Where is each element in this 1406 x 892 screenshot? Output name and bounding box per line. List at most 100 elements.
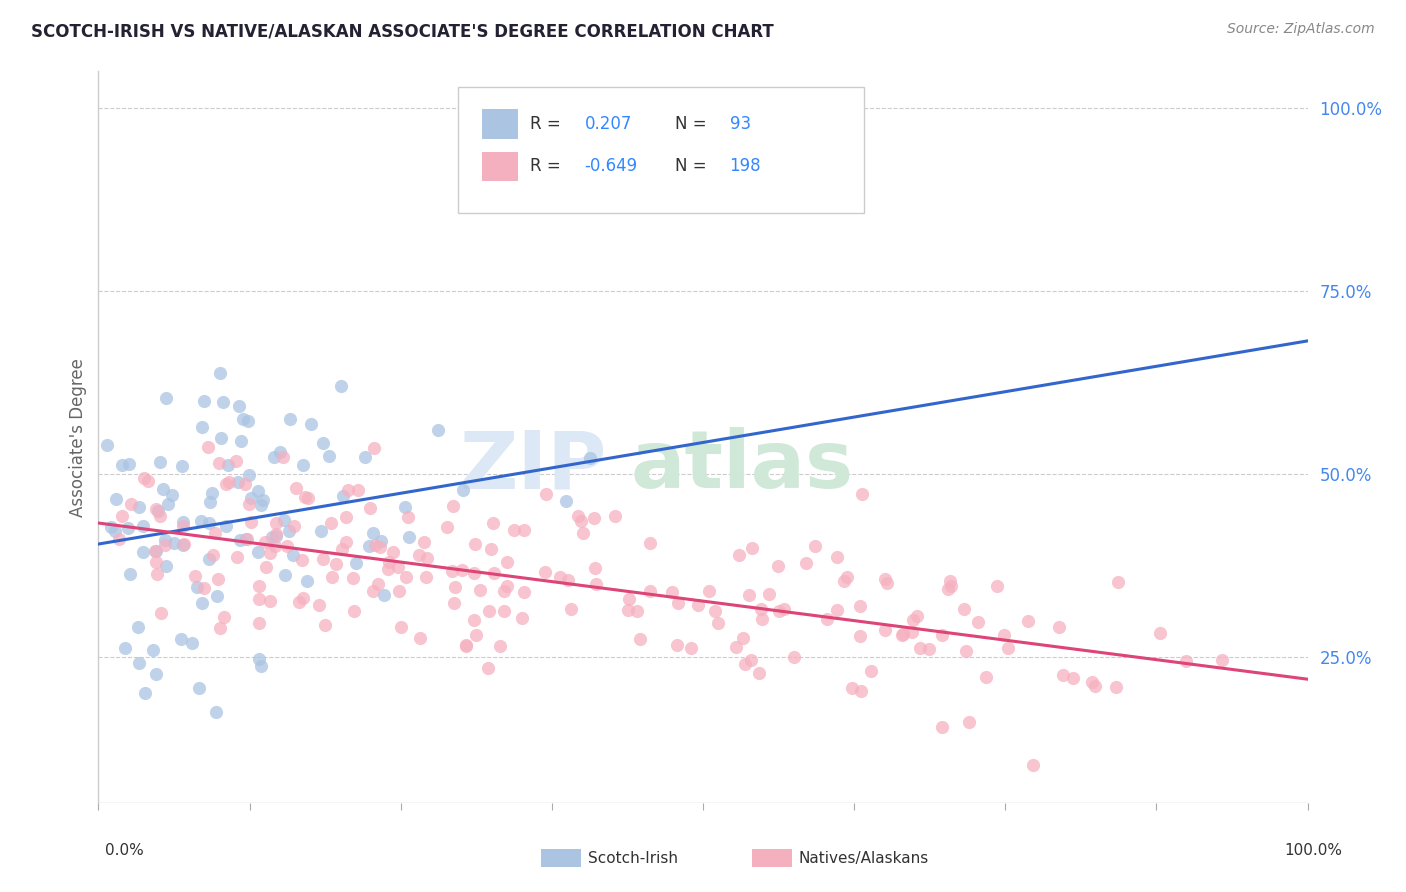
Point xyxy=(276,539,298,553)
Point xyxy=(117,521,139,535)
Text: atlas: atlas xyxy=(630,427,853,506)
Point xyxy=(1081,674,1104,689)
Point xyxy=(804,540,827,554)
Point xyxy=(363,441,385,455)
Point xyxy=(993,628,1015,642)
Point xyxy=(145,555,167,569)
Point xyxy=(468,583,491,598)
Point xyxy=(156,497,179,511)
Point xyxy=(688,598,710,612)
Point xyxy=(496,579,519,593)
Point xyxy=(997,640,1019,655)
Point xyxy=(309,524,332,538)
Point xyxy=(510,611,533,625)
Point xyxy=(619,591,641,606)
Point xyxy=(841,681,863,695)
Point xyxy=(426,424,449,438)
FancyBboxPatch shape xyxy=(482,152,517,181)
Text: 198: 198 xyxy=(730,158,761,176)
Point xyxy=(758,587,780,601)
Point xyxy=(389,620,412,634)
Point xyxy=(361,525,384,540)
Point xyxy=(184,569,207,583)
Point xyxy=(733,631,755,645)
Point xyxy=(233,477,256,491)
Point xyxy=(150,606,173,620)
Point xyxy=(247,615,270,630)
Point xyxy=(482,566,505,580)
Point xyxy=(398,530,420,544)
Point xyxy=(918,642,941,657)
Point xyxy=(145,544,167,558)
Point xyxy=(569,514,592,528)
Point xyxy=(931,721,953,735)
Point xyxy=(966,615,988,629)
Point xyxy=(120,567,142,582)
Point xyxy=(766,559,789,574)
Point xyxy=(1022,757,1045,772)
FancyBboxPatch shape xyxy=(457,87,863,212)
Point xyxy=(513,584,536,599)
Point xyxy=(849,684,872,698)
Point xyxy=(395,570,418,584)
Point xyxy=(415,570,437,584)
Point xyxy=(247,578,270,592)
Point xyxy=(149,509,172,524)
Point xyxy=(638,536,661,550)
Point xyxy=(1084,679,1107,693)
Text: 100.0%: 100.0% xyxy=(1285,843,1343,858)
Point xyxy=(1211,653,1233,667)
Point xyxy=(100,520,122,534)
Point xyxy=(368,540,391,554)
Point xyxy=(697,584,720,599)
Point xyxy=(208,456,231,470)
Point xyxy=(908,640,931,655)
Point xyxy=(626,603,648,617)
Point xyxy=(534,566,557,580)
Point xyxy=(335,535,357,549)
Point xyxy=(628,632,651,646)
Point xyxy=(247,483,270,498)
Point xyxy=(572,525,595,540)
Point xyxy=(1175,654,1198,668)
Point xyxy=(905,609,928,624)
Point xyxy=(370,533,392,548)
Point xyxy=(198,552,221,566)
Point xyxy=(253,534,276,549)
Point xyxy=(851,487,873,501)
Point xyxy=(299,417,322,431)
Point xyxy=(107,532,129,546)
Point xyxy=(454,639,477,653)
Point xyxy=(344,556,367,570)
Point xyxy=(186,580,208,594)
Point xyxy=(891,628,914,642)
Point xyxy=(513,524,536,538)
Point xyxy=(198,495,221,509)
Point xyxy=(740,653,762,667)
Point xyxy=(794,556,817,570)
Point xyxy=(278,411,301,425)
Point xyxy=(197,440,219,454)
Point xyxy=(492,603,515,617)
Text: 0.0%: 0.0% xyxy=(105,843,145,858)
Point xyxy=(900,625,922,640)
Point xyxy=(382,545,405,559)
Point xyxy=(378,555,401,569)
Point xyxy=(231,434,253,448)
Point xyxy=(201,485,224,500)
Point xyxy=(155,391,177,405)
Point xyxy=(291,552,314,566)
Point xyxy=(409,632,432,646)
Point xyxy=(259,593,281,607)
Point xyxy=(321,570,343,584)
Text: Scotch-Irish: Scotch-Irish xyxy=(588,851,678,865)
Point xyxy=(114,641,136,656)
Point xyxy=(974,670,997,684)
Point xyxy=(1104,680,1126,694)
Point xyxy=(226,475,249,490)
Point xyxy=(332,489,354,503)
Point xyxy=(172,519,194,533)
Point xyxy=(478,604,501,618)
Point xyxy=(240,515,263,529)
Point xyxy=(436,520,458,534)
